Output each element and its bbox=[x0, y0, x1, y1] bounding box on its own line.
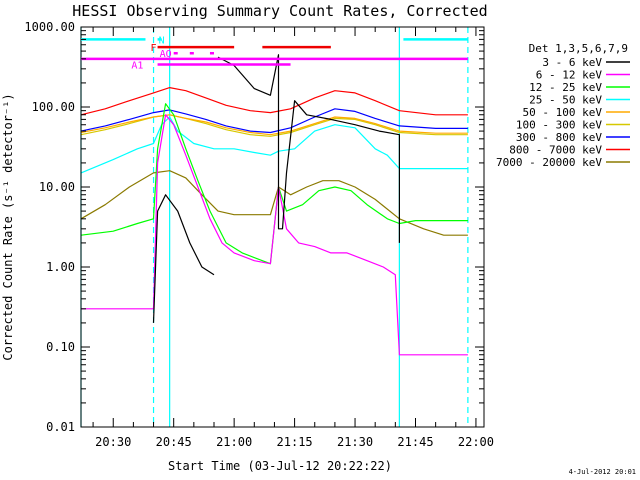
legend-label: 12 - 25 keV bbox=[529, 81, 602, 94]
x-axis-label: Start Time (03-Jul-12 20:22:22) bbox=[168, 459, 392, 473]
y-tick-label: 1000.00 bbox=[24, 20, 75, 34]
legend-label: 300 - 800 keV bbox=[516, 131, 602, 144]
x-tick-label: 20:45 bbox=[156, 435, 192, 449]
legend-label: 25 - 50 keV bbox=[529, 94, 602, 107]
x-axis: 20:30 20:45 21:00 21:15 21:30 21:45 22:00 bbox=[92, 27, 494, 449]
series-line bbox=[80, 170, 468, 236]
y-tick-label: 0.01 bbox=[46, 420, 75, 434]
legend-label: 3 - 6 keV bbox=[542, 56, 602, 69]
series-line bbox=[217, 54, 400, 243]
y-axis: 0.01 0.10 1.00 10.00 100.00 1000.00 bbox=[24, 20, 484, 434]
x-tick-label: 21:00 bbox=[216, 435, 252, 449]
series-line bbox=[80, 86, 468, 116]
series-line bbox=[152, 194, 215, 323]
x-tick-label: 22:00 bbox=[458, 435, 494, 449]
plot-area bbox=[80, 27, 469, 427]
series-line bbox=[80, 103, 468, 265]
timestamp: 4-Jul-2012 20:01 bbox=[569, 468, 636, 476]
x-tick-label: 21:15 bbox=[277, 435, 313, 449]
flag-label: A1 bbox=[131, 60, 143, 71]
series-line bbox=[81, 114, 468, 356]
plot-frame bbox=[80, 26, 485, 428]
series-line bbox=[80, 116, 468, 174]
y-tick-label: 10.00 bbox=[39, 180, 75, 194]
x-tick-label: 21:30 bbox=[337, 435, 373, 449]
y-tick-label: 1.00 bbox=[46, 260, 75, 274]
x-tick-label: 20:30 bbox=[95, 435, 131, 449]
y-tick-label: 100.00 bbox=[32, 100, 75, 114]
y-axis-label: Corrected Count Rate (s⁻¹ detector⁻¹) bbox=[1, 93, 15, 360]
legend-label: 800 - 7000 keV bbox=[509, 144, 602, 157]
legend-title: Det 1,3,5,6,7,9 bbox=[529, 42, 628, 55]
legend-label: 100 - 300 keV bbox=[516, 119, 602, 132]
series-line bbox=[80, 108, 468, 134]
y-tick-label: 0.10 bbox=[46, 340, 75, 354]
legend-label: 7000 - 20000 keV bbox=[496, 156, 602, 169]
flag-label: N bbox=[159, 35, 165, 46]
chart-title: HESSI Observing Summary Count Rates, Cor… bbox=[72, 2, 487, 20]
series-line bbox=[80, 114, 468, 137]
series-line bbox=[80, 114, 468, 136]
flag-label: F bbox=[151, 43, 157, 54]
x-tick-label: 21:45 bbox=[397, 435, 433, 449]
legend-label: 6 - 12 keV bbox=[536, 69, 603, 82]
legend-label: 50 - 100 keV bbox=[523, 106, 603, 119]
flag-label: AO bbox=[160, 49, 172, 60]
